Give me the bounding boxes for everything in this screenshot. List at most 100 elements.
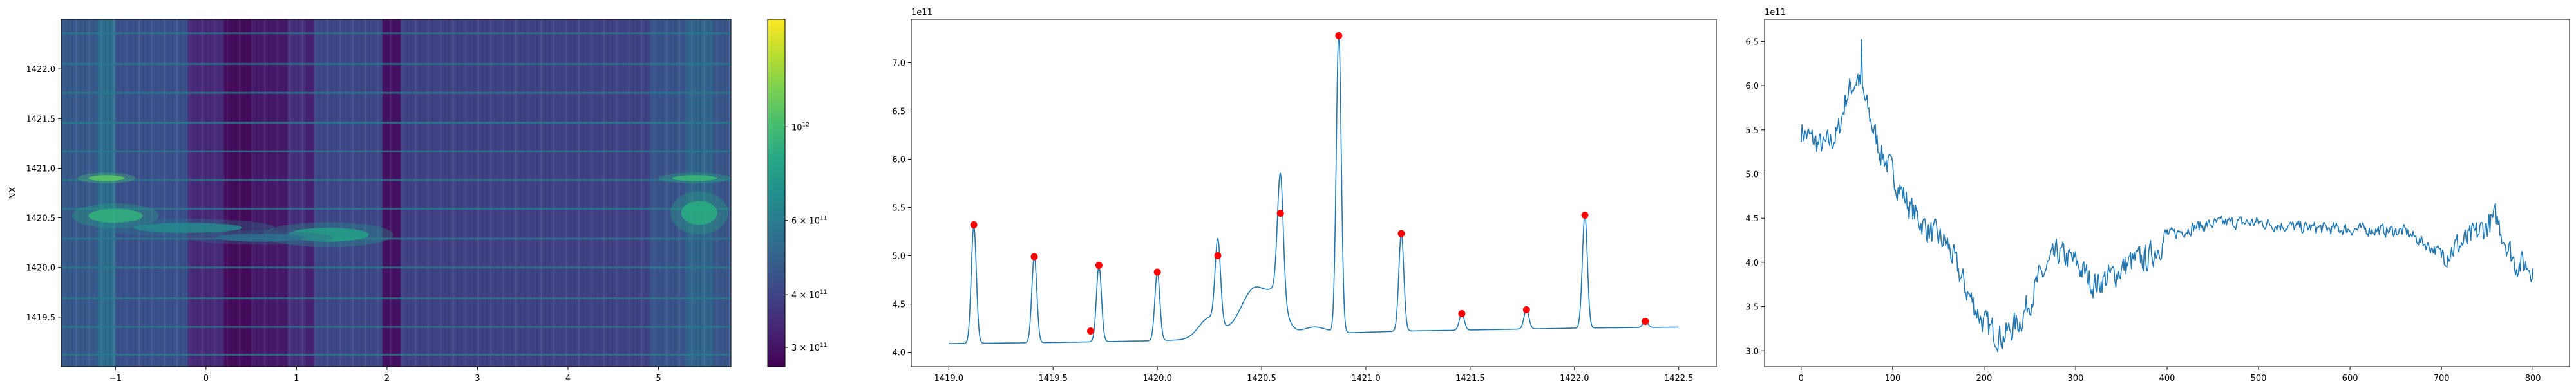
heatmap-band-0 <box>61 19 98 367</box>
heatmap-band-2 <box>115 19 189 367</box>
heatmap-striation-158 <box>724 19 726 367</box>
colorbar-tick-label-0: 3 × 1011 <box>791 342 827 353</box>
series-plot-offset-text: 1e11 <box>1765 8 1786 17</box>
heatmap-striation-36 <box>214 19 216 367</box>
colorbar-tick-exponent-3: 12 <box>802 122 810 128</box>
heatmap-striation-33 <box>201 19 203 367</box>
peak-marker-10 <box>1522 306 1530 313</box>
heatmap-striation-73 <box>368 19 370 367</box>
peak-marker-5 <box>1214 252 1222 259</box>
heatmap-striation-157 <box>720 19 722 367</box>
heatmap-striation-60 <box>314 19 316 367</box>
heatmap-striation-19 <box>142 19 144 367</box>
heatmap-striation-128 <box>599 19 601 367</box>
heatmap-striation-42 <box>239 19 241 367</box>
colorbar-tick-exponent-0: 11 <box>820 342 827 349</box>
heatmap-striation-97 <box>469 19 471 367</box>
heatmap-band-9 <box>382 19 401 367</box>
heatmap-striation-46 <box>256 19 258 367</box>
colorbar-tick-base-2: 6 × 10 <box>791 217 820 226</box>
heatmap-striation-65 <box>335 19 337 367</box>
heatmap-striation-10 <box>105 19 107 367</box>
heatmap-row-line-1 <box>61 326 731 328</box>
heatmap-striation-38 <box>222 19 224 367</box>
heatmap-striation-13 <box>117 19 119 367</box>
heatmap-striation-103 <box>494 19 496 367</box>
heatmap-band-8 <box>314 19 383 367</box>
heatmap-striation-150 <box>691 19 693 367</box>
peak-marker-2 <box>1086 327 1094 335</box>
series-plot-ytick-label-2: 4.0 <box>1745 259 1759 268</box>
heatmap-striation-29 <box>184 19 186 367</box>
heatmap-striation-81 <box>402 19 404 367</box>
heatmap-striation-137 <box>636 19 638 367</box>
heatmap-striation-12 <box>113 19 115 367</box>
heatmap-striation-98 <box>473 19 475 367</box>
heatmap-striation-141 <box>653 19 655 367</box>
heatmap-striation-91 <box>444 19 446 367</box>
colorbar-tick-exponent-2: 11 <box>820 216 827 222</box>
heatmap-striation-64 <box>331 19 333 367</box>
heatmap-band-3 <box>187 19 225 367</box>
heatmap-striation-145 <box>670 19 672 367</box>
heatmap-striation-17 <box>134 19 136 367</box>
heatmap-striation-105 <box>502 19 504 367</box>
heatmap-striation-79 <box>393 19 395 367</box>
heatmap-striation-109 <box>519 19 521 367</box>
peak-marker-1 <box>1030 253 1038 261</box>
heatmap-striation-146 <box>674 19 676 367</box>
peak-plot-offset-text: 1e11 <box>911 8 933 17</box>
peak-marker-0 <box>970 221 978 228</box>
heatmap-band-13 <box>712 19 731 367</box>
heatmap-striation-127 <box>594 19 596 367</box>
peak-plot-ytick-label-4: 6.0 <box>892 156 905 165</box>
heatmap-row-line-2 <box>61 297 731 300</box>
heatmap-striation-2 <box>71 19 73 367</box>
heatmap-striation-90 <box>440 19 442 367</box>
heatmap-row-line-9 <box>61 91 731 94</box>
heatmap-striation-126 <box>591 19 592 367</box>
heatmap-band-12 <box>685 19 714 367</box>
colorbar <box>767 19 786 367</box>
heatmap-striation-11 <box>109 19 111 367</box>
peak-plot-ytick-label-0: 4.0 <box>892 349 905 358</box>
heatmap-striation-114 <box>540 19 542 367</box>
heatmap-row-line-5 <box>61 208 731 210</box>
heatmap-striation-20 <box>147 19 149 367</box>
heatmap-striation-9 <box>100 19 102 367</box>
heatmap-striation-32 <box>197 19 199 367</box>
series-plot-ytick-label-7: 6.5 <box>1745 37 1759 47</box>
heatmap-ytick-label-0: 1419.5 <box>26 313 56 323</box>
peak-marker-3 <box>1095 262 1103 269</box>
heatmap-striation-133 <box>620 19 621 367</box>
peak-plot-ytick-label-3: 5.5 <box>892 204 905 214</box>
heatmap-striation-72 <box>365 19 366 367</box>
heatmap-striation-59 <box>310 19 312 367</box>
series-line-panel: 0 100 200 300 400 500 600 700 800 3.0 3.5 4.0 4.5 5.0… <box>1745 8 2570 383</box>
heatmap-xtick-label-6: 5 <box>656 374 661 383</box>
heatmap-band-4 <box>223 19 252 367</box>
heatmap-striation-18 <box>138 19 140 367</box>
heatmap-striation-50 <box>272 19 274 367</box>
heatmap-striation-30 <box>189 19 191 367</box>
colorbar-tick-base-1: 4 × 10 <box>791 291 820 300</box>
heatmap-striation-71 <box>360 19 362 367</box>
heatmap-striation-16 <box>130 19 132 367</box>
peak-marker-4 <box>1153 268 1161 276</box>
series-plot-ytick-label-3: 4.5 <box>1745 214 1759 224</box>
heatmap-striation-43 <box>243 19 245 367</box>
peak-marker-11 <box>1581 212 1589 219</box>
heatmap-striation-115 <box>544 19 546 367</box>
heatmap-striation-44 <box>247 19 249 367</box>
heatmap-xtick-label-5: 4 <box>565 374 571 383</box>
heatmap-xtick-label-4: 3 <box>475 374 480 383</box>
series-plot-xtick-label-5: 500 <box>2251 374 2267 383</box>
colorbar-tick-base-0: 3 × 10 <box>791 344 820 353</box>
heatmap-row-line-11 <box>61 32 731 35</box>
spectrum-line <box>949 34 1679 344</box>
peak-plot-ytick-label-6: 7.0 <box>892 59 905 69</box>
heatmap-striation-31 <box>193 19 194 367</box>
heatmap-striation-89 <box>435 19 437 367</box>
heatmap-striation-39 <box>226 19 228 367</box>
